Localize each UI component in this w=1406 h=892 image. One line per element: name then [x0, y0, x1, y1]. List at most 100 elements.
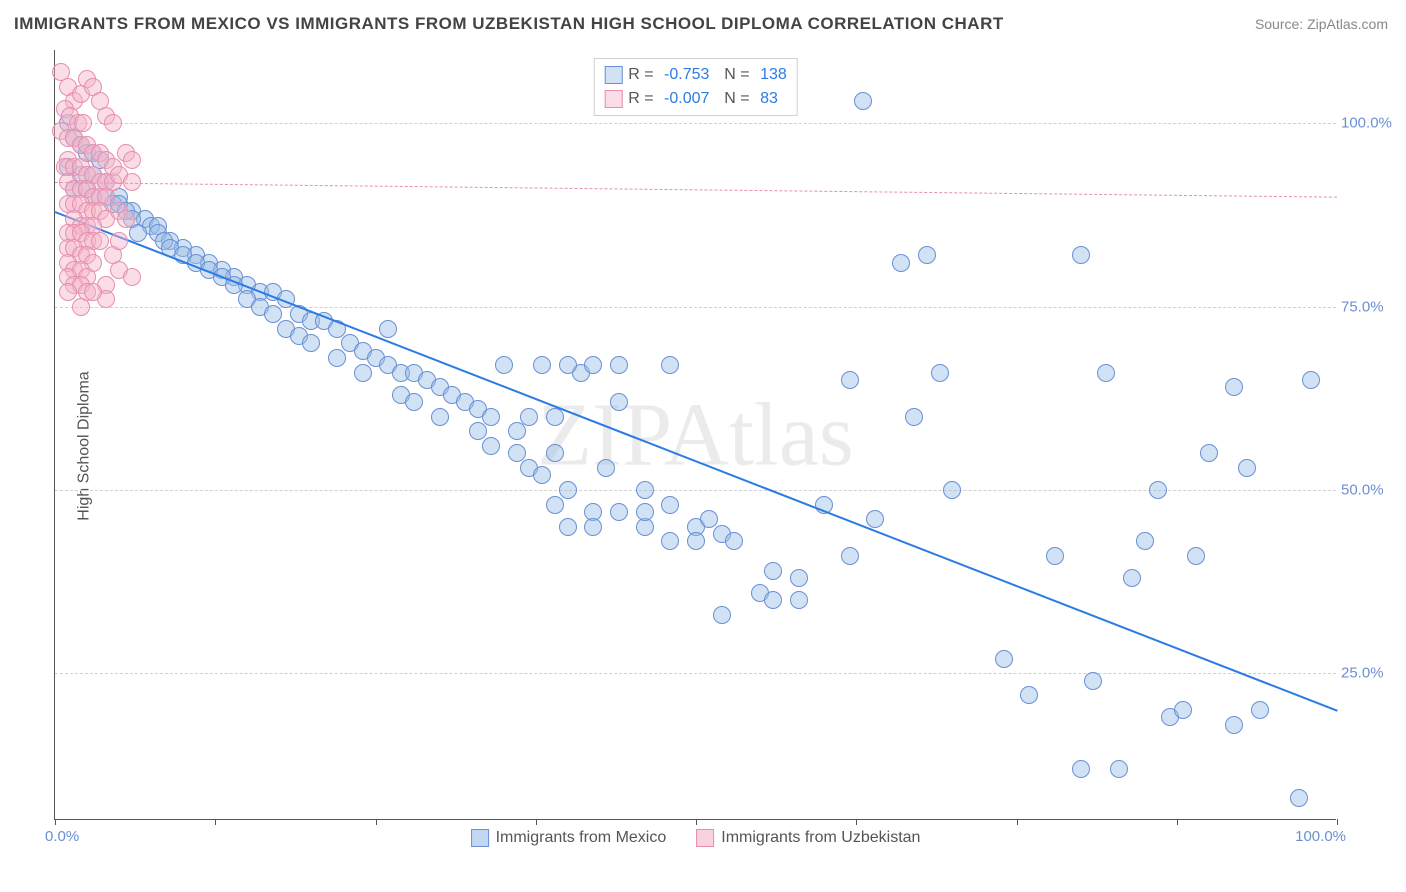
data-point: [1072, 246, 1090, 264]
data-point: [700, 510, 718, 528]
source-link[interactable]: ZipAtlas.com: [1307, 16, 1388, 32]
data-point: [482, 408, 500, 426]
data-point: [918, 246, 936, 264]
legend-n-value: 83: [760, 87, 778, 111]
data-point: [841, 371, 859, 389]
data-point: [123, 268, 141, 286]
x-tick-mark: [696, 819, 697, 825]
data-point: [59, 283, 77, 301]
gridline: [55, 673, 1336, 674]
data-point: [636, 481, 654, 499]
legend-row: R = -0.007 N = 83: [604, 87, 787, 111]
data-point: [725, 532, 743, 550]
data-point: [713, 606, 731, 624]
legend-n-label: N =: [715, 63, 754, 87]
data-point: [520, 408, 538, 426]
data-point: [1225, 378, 1243, 396]
data-point: [931, 364, 949, 382]
data-point: [995, 650, 1013, 668]
source-attribution: Source: ZipAtlas.com: [1255, 16, 1388, 32]
legend-r-value: -0.753: [664, 63, 709, 87]
x-tick-mark: [215, 819, 216, 825]
data-point: [559, 481, 577, 499]
data-point: [559, 518, 577, 536]
data-point: [687, 532, 705, 550]
legend-label: Immigrants from Uzbekistan: [721, 829, 920, 847]
data-point: [1187, 547, 1205, 565]
gridline: [55, 490, 1336, 491]
data-point: [636, 503, 654, 521]
correlation-legend: R = -0.753 N = 138R = -0.007 N = 83: [593, 58, 798, 116]
data-point: [764, 591, 782, 609]
legend-r-label: R =: [628, 63, 658, 87]
data-point: [892, 254, 910, 272]
data-point: [905, 408, 923, 426]
data-point: [1290, 789, 1308, 807]
data-point: [328, 349, 346, 367]
legend-swatch: [696, 829, 714, 847]
data-point: [1123, 569, 1141, 587]
data-point: [790, 591, 808, 609]
data-point: [405, 393, 423, 411]
data-point: [1020, 686, 1038, 704]
data-point: [790, 569, 808, 587]
data-point: [764, 562, 782, 580]
legend-swatch: [471, 829, 489, 847]
data-point: [533, 356, 551, 374]
x-tick-mark: [1337, 819, 1338, 825]
y-tick-label: 50.0%: [1341, 482, 1396, 499]
gridline: [55, 123, 1336, 124]
x-tick-mark: [55, 819, 56, 825]
data-point: [546, 496, 564, 514]
data-point: [72, 298, 90, 316]
data-point: [91, 232, 109, 250]
legend-item: Immigrants from Mexico: [471, 829, 667, 847]
y-tick-label: 100.0%: [1341, 115, 1396, 132]
x-tick-min: 0.0%: [45, 828, 79, 845]
data-point: [129, 224, 147, 242]
data-point: [841, 547, 859, 565]
data-point: [1251, 701, 1269, 719]
data-point: [584, 518, 602, 536]
data-point: [110, 232, 128, 250]
y-tick-label: 75.0%: [1341, 298, 1396, 315]
y-tick-label: 25.0%: [1341, 665, 1396, 682]
data-point: [584, 356, 602, 374]
data-point: [854, 92, 872, 110]
data-point: [1110, 760, 1128, 778]
data-point: [1302, 371, 1320, 389]
data-point: [431, 408, 449, 426]
watermark: ZIPAtlas: [537, 383, 854, 486]
legend-r-label: R =: [628, 87, 658, 111]
series-legend: Immigrants from Mexico Immigrants from Uz…: [471, 829, 921, 847]
legend-item: Immigrants from Uzbekistan: [696, 829, 920, 847]
data-point: [610, 393, 628, 411]
data-point: [559, 356, 577, 374]
source-prefix: Source:: [1255, 16, 1307, 32]
data-point: [84, 283, 102, 301]
data-point: [661, 496, 679, 514]
data-point: [469, 422, 487, 440]
legend-swatch: [604, 90, 622, 108]
data-point: [546, 444, 564, 462]
data-point: [610, 503, 628, 521]
data-point: [482, 437, 500, 455]
data-point: [661, 532, 679, 550]
x-tick-mark: [1177, 819, 1178, 825]
data-point: [1046, 547, 1064, 565]
data-point: [1225, 716, 1243, 734]
data-point: [354, 364, 372, 382]
legend-swatch: [604, 66, 622, 84]
data-point: [104, 114, 122, 132]
scatter-plot-area: ZIPAtlas R = -0.753 N = 138R = -0.007 N …: [54, 50, 1336, 820]
data-point: [533, 466, 551, 484]
data-point: [1238, 459, 1256, 477]
data-point: [1084, 672, 1102, 690]
trend-line: [55, 182, 1337, 198]
data-point: [1097, 364, 1115, 382]
legend-n-label: N =: [715, 87, 754, 111]
data-point: [661, 356, 679, 374]
x-tick-mark: [536, 819, 537, 825]
data-point: [508, 422, 526, 440]
legend-row: R = -0.753 N = 138: [604, 63, 787, 87]
